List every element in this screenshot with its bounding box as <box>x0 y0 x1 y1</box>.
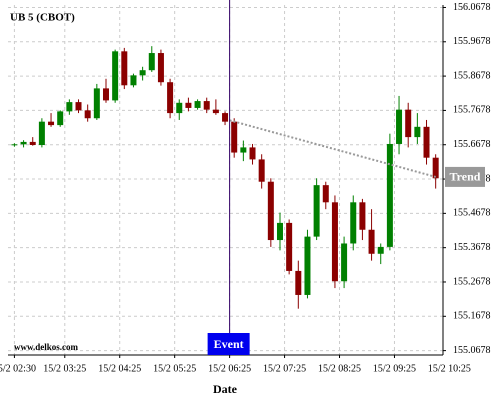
candle-body <box>29 141 36 145</box>
x-tick-label: 15/2 04:25 <box>98 363 141 374</box>
candle-body <box>84 110 91 119</box>
y-tick-label: 155.9678 <box>453 36 491 47</box>
y-tick-label: 156.0678 <box>453 2 491 13</box>
x-tick-label: 15/2 03:25 <box>43 363 86 374</box>
candle-body <box>66 102 73 112</box>
candle-body <box>11 144 18 146</box>
candle-body <box>240 147 247 153</box>
candle-body <box>212 109 219 114</box>
candle-body <box>405 109 412 138</box>
candle-body <box>112 51 119 101</box>
y-tick-label: 155.6678 <box>453 139 491 150</box>
x-tick-label: 15/2 05:25 <box>153 363 196 374</box>
x-tick-label: 15/2 09:25 <box>373 363 416 374</box>
y-tick-label: 155.1678 <box>453 311 491 322</box>
y-tick-label: 155.4678 <box>453 208 491 219</box>
candle-body <box>194 101 201 108</box>
candle-body <box>322 185 329 203</box>
x-tick-label: 15/2 07:25 <box>263 363 306 374</box>
y-tick-label: 155.3678 <box>453 242 491 253</box>
candle-body <box>350 202 357 244</box>
trend-label-box <box>445 166 485 187</box>
chart-title: UB 5 (CBOT) <box>10 12 75 24</box>
candle-body <box>121 51 128 86</box>
plot: 155.0678 155.1678 155.2678 155.3678 155.4678… <box>0 0 491 374</box>
source-label: www.delkos.com <box>14 342 79 352</box>
candle-body <box>167 82 174 114</box>
event-label-box <box>207 333 250 355</box>
x-tick-label: 15/2 08:25 <box>318 363 361 374</box>
candle-body <box>176 102 183 114</box>
x-axis-title: Date <box>213 382 238 396</box>
candle-body <box>368 229 375 254</box>
candle-body <box>157 53 164 83</box>
candle-body <box>304 236 311 295</box>
candle-body <box>359 202 366 230</box>
y-tick-label: 155.8678 <box>453 70 491 81</box>
candle-body <box>185 102 192 108</box>
candle-body <box>75 102 82 111</box>
candle-body <box>313 185 320 237</box>
candle-body <box>295 270 302 295</box>
candle-body <box>286 222 293 271</box>
event-label: Event <box>214 337 244 351</box>
candle-body <box>231 121 238 153</box>
candle-body <box>258 159 265 182</box>
y-tick-label: 155.2678 <box>453 276 491 287</box>
candle-body <box>341 243 348 282</box>
candle-body <box>20 141 27 145</box>
y-tick-label: 155.7678 <box>453 105 491 116</box>
candle-body <box>102 88 109 101</box>
candle-body <box>414 126 421 138</box>
candle-body <box>386 143 393 247</box>
candle-body <box>432 157 439 179</box>
candle-body <box>148 53 155 71</box>
x-tick-label: 15/2 02:30 <box>0 363 36 374</box>
candle-body <box>222 113 229 122</box>
candle-body <box>203 101 210 110</box>
x-tick-label: 15/2 06:25 <box>208 363 251 374</box>
candle-body <box>93 88 100 119</box>
x-tick-label: 15/2 10:25 <box>428 363 471 374</box>
candle-body <box>377 246 384 254</box>
candle-body <box>267 181 274 241</box>
candle-body <box>423 126 430 158</box>
candle-body <box>130 75 137 86</box>
candle-body <box>331 202 338 282</box>
y-tick-label: 155.0678 <box>453 345 491 356</box>
candle-body <box>276 222 283 241</box>
trend-label: Trend <box>450 170 481 184</box>
candle-body <box>38 121 45 145</box>
candle-body <box>48 121 55 126</box>
candle-body <box>57 111 64 126</box>
candle-body <box>249 147 256 160</box>
candle-body <box>396 109 403 144</box>
candle-body <box>139 70 146 76</box>
